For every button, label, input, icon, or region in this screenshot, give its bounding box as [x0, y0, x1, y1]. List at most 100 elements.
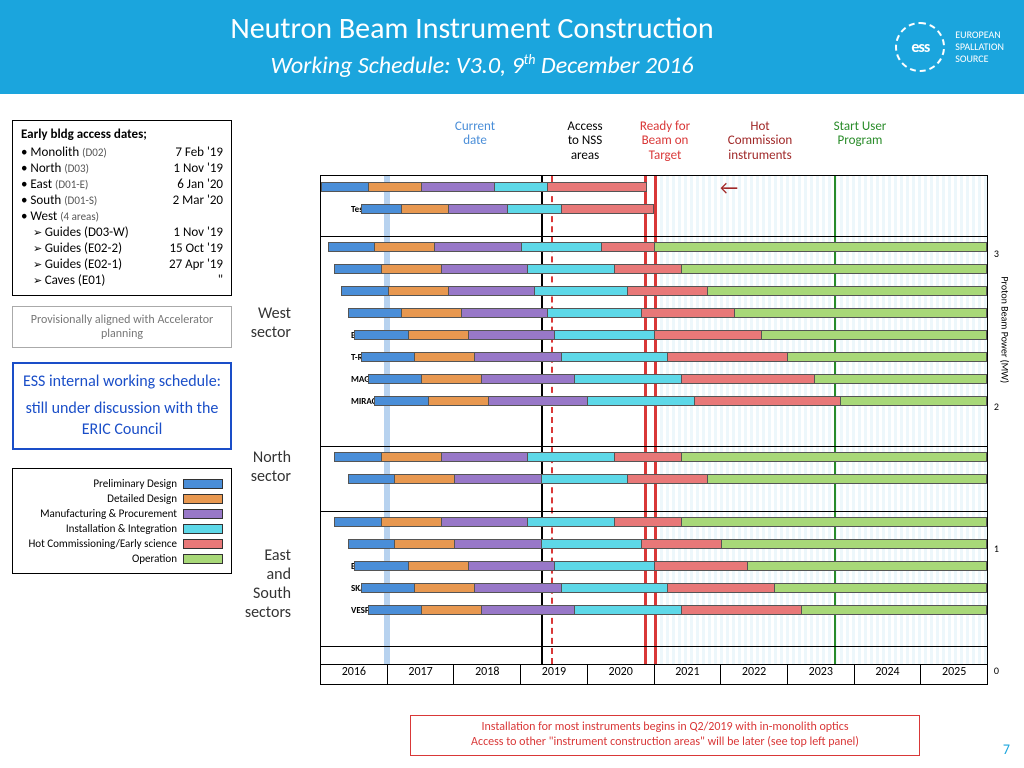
legend-row: Detailed Design	[21, 492, 223, 505]
legend-row: Manufacturing & Procurement	[21, 507, 223, 520]
year-cell: 2019	[521, 665, 588, 684]
gantt-bar	[787, 352, 987, 362]
gantt-bar	[547, 308, 654, 318]
gantt-bar	[321, 182, 374, 192]
right-tick: 1	[994, 542, 999, 555]
gantt-bar	[761, 330, 987, 340]
bldg-row: Monolith (D02)7 Feb '19	[21, 145, 223, 160]
top-label: Ready forBeam onTarget	[620, 120, 710, 163]
bldg-row: East (D01-E)6 Jan '20	[21, 177, 223, 192]
gantt-bar	[554, 330, 667, 340]
gantt-bar	[681, 374, 828, 384]
top-labels: CurrentdateAccessto NSSareasReady forBea…	[320, 120, 988, 175]
gantt-bar	[734, 308, 987, 318]
gantt-bar	[448, 286, 548, 296]
bldg-row: North (D03)1 Nov '19	[21, 161, 223, 176]
gantt-bar	[681, 605, 814, 615]
sector-label: Westsector	[221, 304, 291, 342]
year-cell: 2023	[788, 665, 855, 684]
gantt-bar	[441, 452, 541, 462]
year-cell: 2025	[921, 665, 987, 684]
top-label: Accessto NSSareas	[540, 120, 630, 163]
gantt-bar	[774, 583, 987, 593]
legend-row: Installation & Integration	[21, 522, 223, 535]
sector-label: Northsector	[221, 448, 291, 486]
gantt-bar	[681, 517, 987, 527]
gantt-bar	[574, 605, 694, 615]
bldg-sub-row: Caves (E01)"	[33, 273, 223, 288]
bldg-row: South (D01-S)2 Mar '20	[21, 193, 223, 208]
gantt-bar	[481, 374, 588, 384]
gantt-bar	[641, 308, 748, 318]
gantt-bar	[541, 539, 654, 549]
gantt-bar	[654, 561, 761, 571]
internal-schedule-box: ESS internal working schedule: still und…	[12, 362, 232, 450]
row-label: MIRACLES W5	[351, 396, 376, 407]
gantt-bar	[454, 474, 554, 484]
gantt-bar	[534, 286, 641, 296]
left-column: Early bldg access dates; Monolith (D02)7…	[12, 120, 232, 574]
gantt-bar	[814, 374, 987, 384]
gantt-bar	[454, 539, 554, 549]
gantt-bar	[587, 396, 707, 406]
top-label: HotCommissioninstruments	[715, 120, 805, 163]
ess-brand: ess EUROPEANSPALLATIONSOURCE	[895, 22, 1004, 72]
gantt-bar	[561, 583, 681, 593]
year-cell: 2018	[454, 665, 521, 684]
gantt-bar	[441, 264, 541, 274]
gantt-bar	[667, 583, 787, 593]
gantt-bar	[547, 182, 647, 192]
ess-logo-icon: ess	[895, 22, 945, 72]
sector-label: EastandSouthsectors	[221, 546, 291, 622]
title: Neutron Beam Instrument Construction	[0, 10, 1004, 47]
gantt-bar	[654, 242, 987, 252]
gantt-bar	[434, 242, 534, 252]
gantt-bar	[707, 286, 987, 296]
gantt-bar	[681, 452, 987, 462]
gantt-bar	[707, 474, 987, 484]
gantt-bar	[840, 396, 987, 406]
bldg-row: West (4 areas)	[21, 209, 223, 224]
gantt-bar	[574, 374, 694, 384]
gantt-bar	[681, 264, 987, 274]
gantt-bar	[468, 561, 568, 571]
sector-divider	[321, 446, 987, 447]
gantt-bar	[747, 561, 987, 571]
bldg-dates-box: Early bldg access dates; Monolith (D02)7…	[12, 120, 232, 296]
legend-row: Preliminary Design	[21, 477, 223, 490]
provisional-box: Provisionally aligned with Accelerator p…	[12, 306, 232, 348]
gantt-bar	[554, 561, 667, 571]
bldg-header: Early bldg access dates;	[21, 127, 223, 142]
right-tick: 3	[994, 247, 999, 260]
right-tick: 2	[994, 400, 999, 413]
gantt-bar	[488, 396, 601, 406]
legend-row: Operation	[21, 552, 223, 565]
gantt-bar	[441, 517, 541, 527]
year-cell: 2024	[855, 665, 922, 684]
page-number: 7	[1003, 741, 1010, 758]
subtitle: Working Schedule: V3.0, 9th December 201…	[0, 51, 1004, 80]
gantt-bar	[694, 396, 854, 406]
year-cell: 2021	[655, 665, 722, 684]
gantt-bar	[468, 330, 568, 340]
bottom-note: Installation for most instruments begins…	[410, 715, 920, 756]
gantt-bar	[527, 452, 627, 462]
top-label: Start UserProgram	[815, 120, 905, 149]
gantt-bar	[561, 204, 654, 214]
year-cell: 2020	[588, 665, 655, 684]
sector-divider	[321, 236, 987, 237]
gantt-bar	[561, 352, 681, 362]
legend-box: Preliminary Design Detailed Design Manufac…	[12, 468, 232, 574]
bldg-sub-row: Guides (E02-2)15 Oct '19	[33, 241, 223, 256]
year-cell: 2022	[721, 665, 788, 684]
gantt-bar	[527, 517, 627, 527]
gantt-bar	[474, 583, 574, 593]
gantt-bar	[541, 474, 641, 484]
year-axis: 2016201720182019202020212022202320242025	[321, 664, 987, 684]
right-axis-label: Proton Beam Power (MW)	[999, 276, 1012, 383]
gantt-bar	[654, 330, 774, 340]
bldg-sub-row: Guides (D03-W)1 Nov '19	[33, 225, 223, 240]
gantt-bar	[474, 352, 574, 362]
gantt-bar	[461, 308, 561, 318]
gantt-bar	[527, 264, 627, 274]
